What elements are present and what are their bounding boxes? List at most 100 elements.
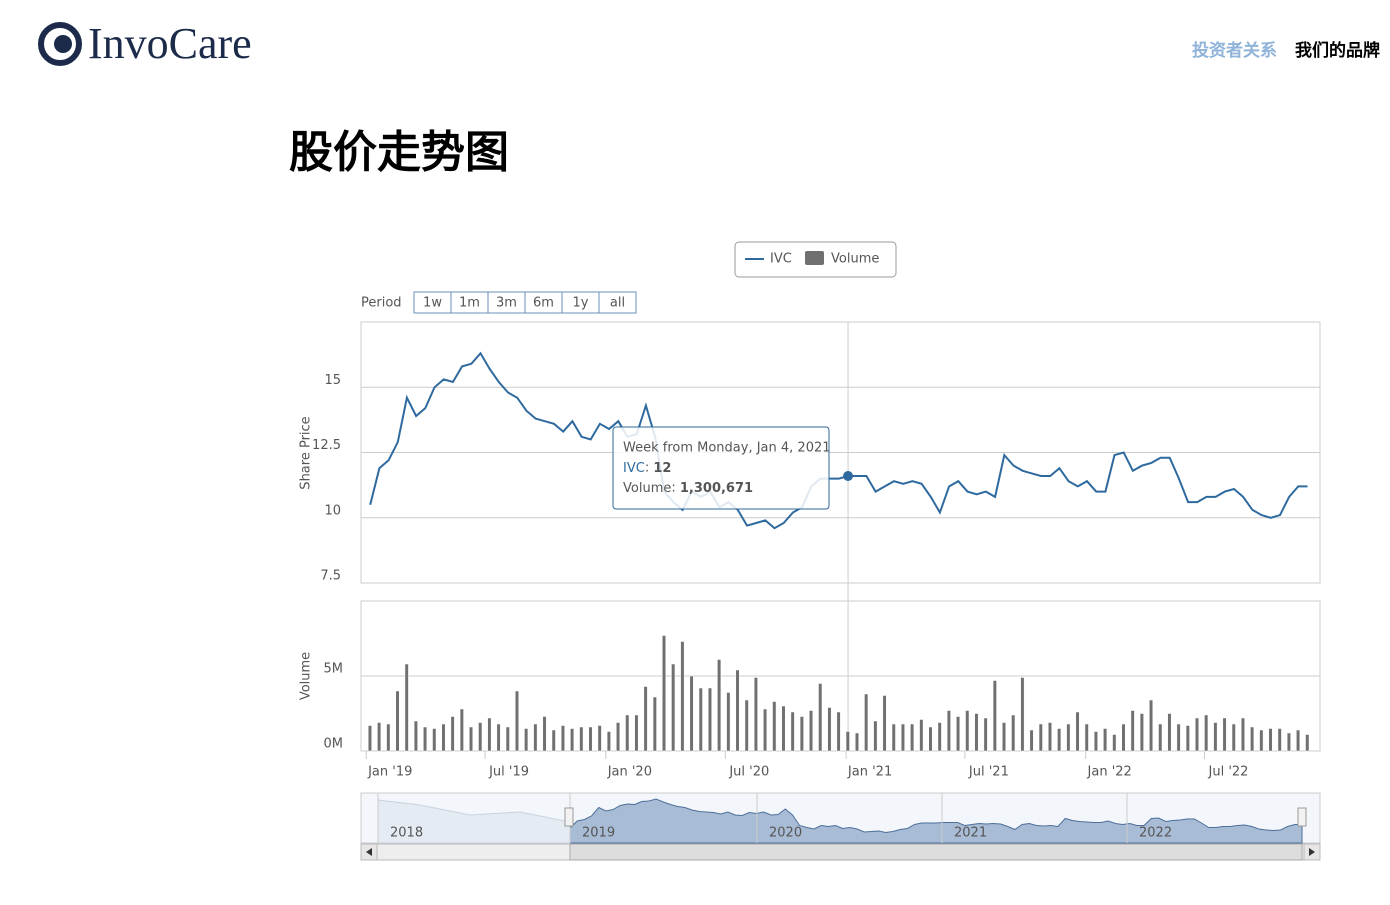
- volume-bar: [1093, 731, 1098, 752]
- logo[interactable]: InvoCare: [38, 18, 252, 69]
- volume-bar: [726, 692, 731, 752]
- volume-bar: [900, 723, 905, 752]
- volume-bar: [707, 687, 712, 752]
- volume-bar: [910, 723, 915, 752]
- volume-bar: [1149, 699, 1154, 752]
- volume-bar: [873, 720, 878, 752]
- volume-bar: [772, 701, 777, 752]
- period-button-label[interactable]: 1y: [573, 296, 589, 311]
- volume-bar: [542, 716, 547, 752]
- navigator-area: [569, 798, 1303, 844]
- x-tick-label: Jan '20: [607, 765, 652, 780]
- volume-bar: [1075, 711, 1080, 752]
- navigator-label: 2019: [582, 826, 615, 841]
- volume-bar: [698, 687, 703, 752]
- x-tick-label: Jul '21: [968, 765, 1009, 780]
- volume-bar: [423, 726, 428, 752]
- scroll-arrow: [366, 848, 372, 856]
- period-button-label[interactable]: all: [610, 296, 625, 311]
- period-button-label[interactable]: 3m: [496, 296, 517, 311]
- volume-bar: [1038, 723, 1043, 752]
- volume-bar: [367, 725, 372, 752]
- volume-bar: [818, 683, 823, 752]
- scrollbar-thumb[interactable]: [569, 843, 1303, 861]
- volume-bar: [1268, 728, 1273, 752]
- volume-bar: [983, 717, 988, 752]
- volume-bar: [487, 717, 492, 752]
- volume-bar: [395, 690, 400, 752]
- volume-bar: [836, 711, 841, 752]
- volume-bar: [937, 722, 942, 752]
- volume-bar: [827, 707, 832, 752]
- tooltip-volume: Volume: 1,300,671: [623, 481, 753, 496]
- navigator-handle[interactable]: [564, 807, 574, 827]
- tooltip-title: Week from Monday, Jan 4, 2021: [623, 441, 831, 456]
- y-axis-title: Share Price: [299, 416, 314, 489]
- volume-bar: [634, 714, 639, 752]
- volume-bar: [1112, 734, 1117, 752]
- volume-bar: [735, 669, 740, 752]
- volume-bar: [781, 705, 786, 752]
- volume-bar: [845, 731, 850, 752]
- volume-bar: [588, 726, 593, 752]
- period-button-label[interactable]: 6m: [533, 296, 554, 311]
- volume-bar: [799, 716, 804, 752]
- y2-tick-label: 5M: [324, 662, 344, 677]
- logo-icon: [38, 21, 82, 66]
- volume-bar: [1305, 734, 1310, 752]
- volume-bar: [1213, 722, 1218, 752]
- volume-bar: [882, 695, 887, 752]
- logo-text: InvoCare: [88, 19, 252, 68]
- volume-bar: [377, 722, 382, 752]
- volume-bar: [1084, 723, 1089, 752]
- volume-bar: [1259, 729, 1264, 752]
- x-tick-label: Jul '19: [488, 765, 529, 780]
- volume-bar: [404, 663, 409, 752]
- volume-bar: [459, 708, 464, 752]
- scroll-arrow: [1309, 848, 1315, 856]
- y-tick-label: 10: [324, 503, 341, 518]
- navigator-label: 2021: [954, 826, 987, 841]
- volume-bar: [1029, 729, 1034, 752]
- period-button-label[interactable]: 1m: [459, 296, 480, 311]
- volume-bar: [1204, 714, 1209, 752]
- volume-bar: [579, 726, 584, 752]
- nav: 投资者关系 我们的品牌: [1174, 36, 1380, 61]
- x-tick-label: Jan '21: [847, 765, 892, 780]
- navigator-handle[interactable]: [1297, 807, 1307, 827]
- volume-bar: [1158, 723, 1163, 752]
- volume-bar: [1240, 717, 1245, 752]
- volume-bar: [1121, 723, 1126, 752]
- volume-bar: [662, 635, 667, 752]
- period-button-label[interactable]: 1w: [423, 296, 442, 311]
- navigator-label: 2020: [769, 826, 802, 841]
- x-tick-label: Jan '22: [1087, 765, 1132, 780]
- volume-bar: [1103, 728, 1108, 752]
- y2-tick-label: 0M: [324, 737, 344, 752]
- volume-bar: [1130, 710, 1135, 752]
- volume-bar: [864, 693, 869, 752]
- price-line: [369, 351, 1308, 530]
- volume-bar: [763, 708, 768, 752]
- legend-symbol: [805, 251, 824, 265]
- volume-bar: [992, 680, 997, 752]
- volume-bar: [597, 725, 602, 752]
- y-tick-label: 15: [324, 373, 341, 388]
- volume-bar: [919, 719, 924, 752]
- page-title: 股价走势图: [289, 127, 509, 178]
- volume-bar: [551, 729, 556, 752]
- volume-bar: [1011, 714, 1016, 752]
- volume-bar: [606, 731, 611, 752]
- nav-link[interactable]: 投资者关系: [1192, 41, 1277, 61]
- volume-bar: [1277, 728, 1282, 752]
- volume-bar: [616, 722, 621, 752]
- period-button[interactable]: [598, 291, 637, 314]
- volume-bar: [1139, 713, 1144, 752]
- legend-label[interactable]: IVC: [770, 252, 792, 267]
- x-tick-label: Jan '19: [367, 765, 412, 780]
- volume-bar: [1231, 723, 1236, 752]
- navigator-label: 2022: [1139, 826, 1172, 841]
- legend-label[interactable]: Volume: [831, 252, 879, 267]
- nav-link[interactable]: 我们的品牌: [1295, 41, 1380, 61]
